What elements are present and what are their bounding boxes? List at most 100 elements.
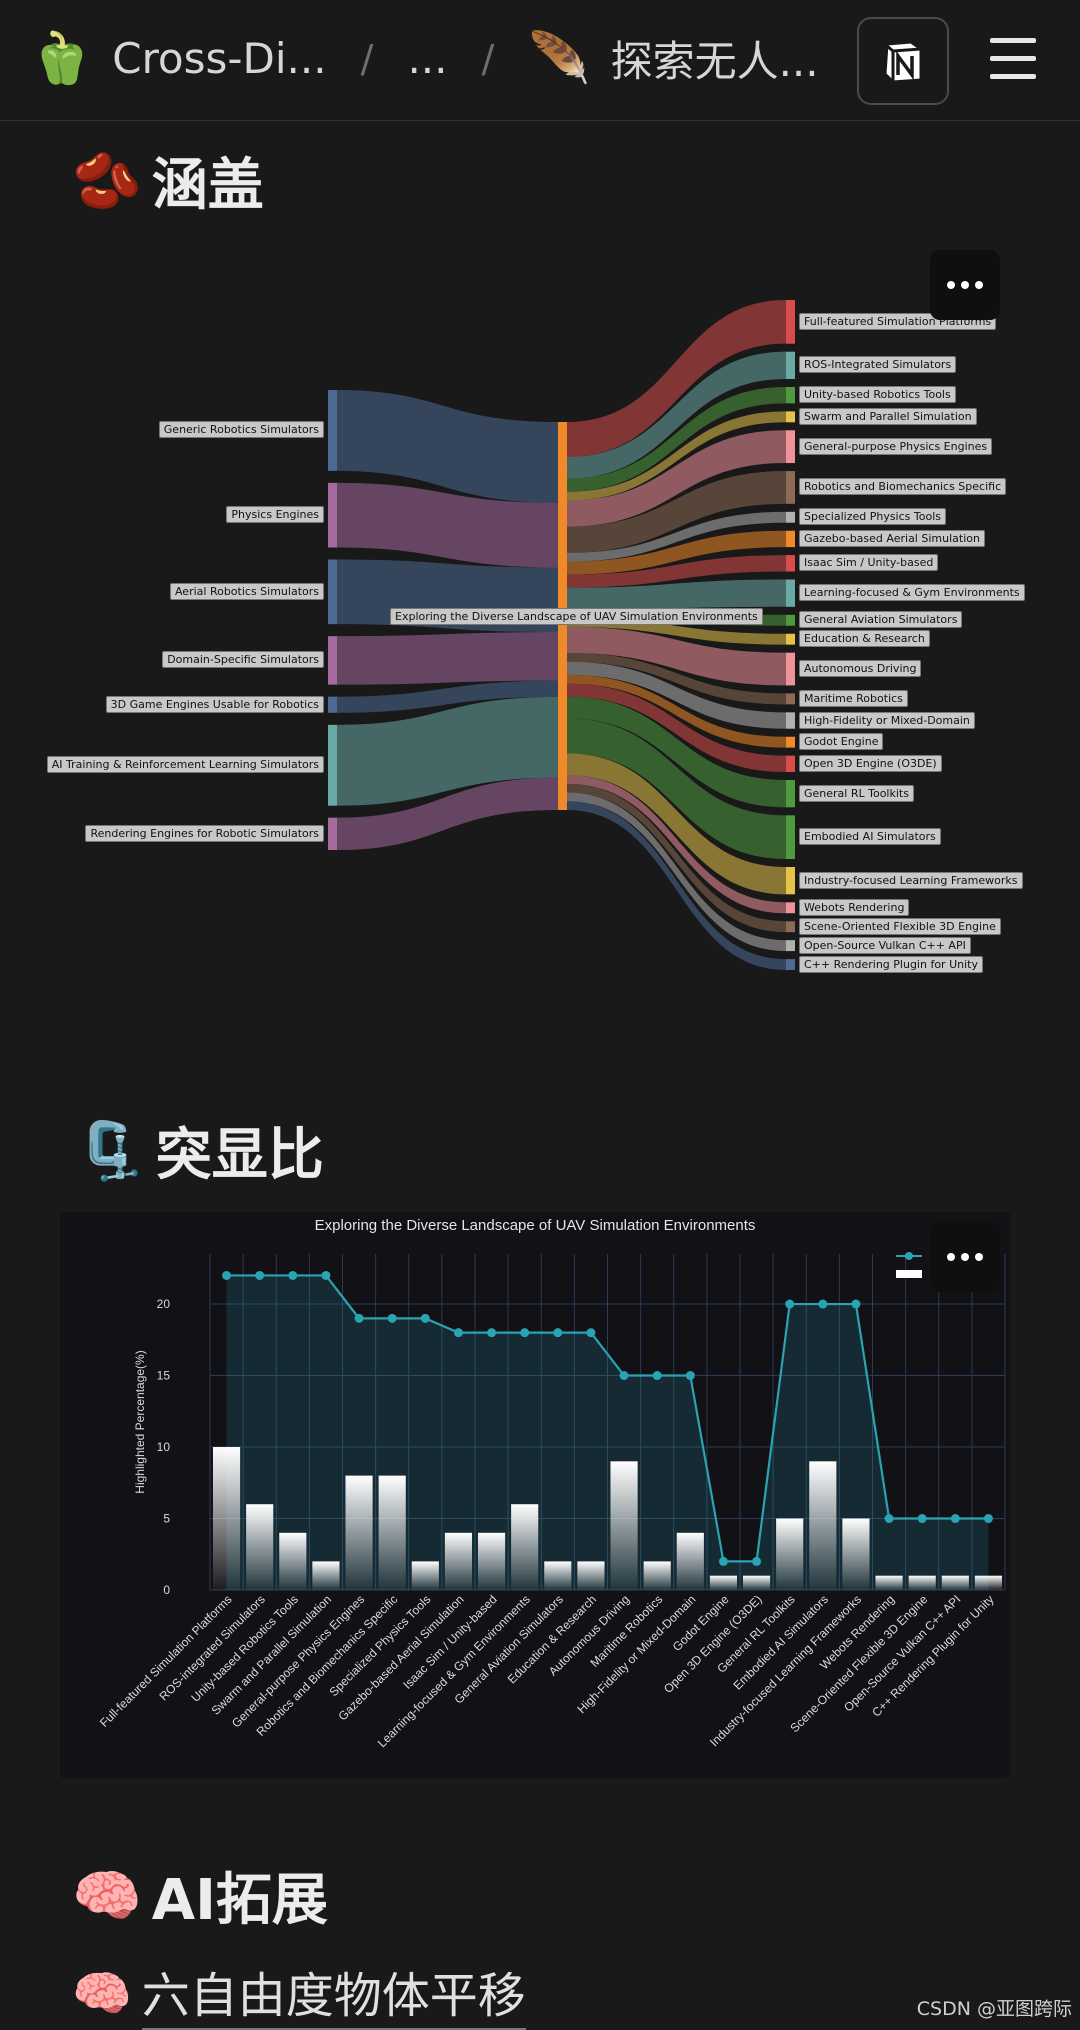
line-point[interactable] [520,1328,529,1337]
line-point[interactable] [984,1514,993,1523]
line-point[interactable] [421,1314,430,1323]
y-tick-label: 5 [163,1512,170,1526]
sankey-node-source[interactable] [328,483,337,548]
sankey-node-target[interactable] [786,712,795,728]
menu-button[interactable] [990,38,1036,80]
dot-icon [947,1253,955,1261]
sankey-node-target[interactable] [786,902,795,913]
sankey-node-target[interactable] [786,756,795,772]
sankey-node-target[interactable] [786,471,795,504]
sankey-source-label: Generic Robotics Simulators [159,421,324,438]
bar-subitems[interactable] [412,1561,439,1590]
breadcrumb-item-cross-disciplinary[interactable]: Cross-Di... [112,34,326,83]
bar-subitems[interactable] [743,1576,770,1590]
line-point[interactable] [553,1328,562,1337]
sankey-node-target[interactable] [786,411,795,422]
line-point[interactable] [454,1328,463,1337]
bar-subitems[interactable] [246,1504,273,1590]
sankey-node-target[interactable] [786,653,795,686]
y-tick-label: 20 [157,1297,171,1311]
sankey-node-target[interactable] [786,555,795,571]
sankey-node-target[interactable] [786,430,795,463]
line-point[interactable] [918,1514,927,1523]
line-point[interactable] [222,1271,231,1280]
sankey-target-label: Open-Source Vulkan C++ API [799,937,971,954]
hamburger-icon-bar [990,38,1036,43]
sankey-node-target[interactable] [786,737,795,748]
line-point[interactable] [355,1314,364,1323]
bar-subitems[interactable] [975,1576,1002,1590]
bar-subitems[interactable] [379,1476,406,1590]
line-point[interactable] [818,1300,827,1309]
line-point[interactable] [719,1557,728,1566]
sankey-node-target[interactable] [786,867,795,894]
sankey-node-target[interactable] [786,921,795,932]
line-point[interactable] [885,1514,894,1523]
sankey-node-target[interactable] [786,634,795,645]
bar-subitems[interactable] [644,1561,671,1590]
sankey-node-target[interactable] [786,580,795,607]
sankey-node-source[interactable] [328,390,337,471]
line-point[interactable] [487,1328,496,1337]
sankey-node-target[interactable] [786,512,795,523]
sankey-node-source[interactable] [328,818,337,850]
section-title: 突显比 [156,1110,324,1191]
breadcrumb-item-ellipsis[interactable]: ... [407,34,447,83]
line-point[interactable] [620,1371,629,1380]
sankey-node-target[interactable] [786,693,795,704]
line-point[interactable] [255,1271,264,1280]
bar-subitems[interactable] [842,1519,869,1590]
line-point[interactable] [752,1557,761,1566]
more-options-button[interactable] [930,250,1000,320]
sankey-node-source[interactable] [328,725,337,806]
sankey-target-label: Industry-focused Learning Frameworks [799,872,1023,889]
sankey-node-target[interactable] [786,940,795,951]
sankey-node-target[interactable] [786,959,795,970]
legend-swatch-subitems [896,1270,922,1278]
bar-subitems[interactable] [909,1576,936,1590]
sankey-node-source[interactable] [328,636,337,685]
bar-subitems[interactable] [942,1576,969,1590]
sankey-node-target[interactable] [786,815,795,859]
line-point[interactable] [785,1300,794,1309]
bar-subitems[interactable] [544,1561,571,1590]
bar-subitems[interactable] [710,1576,737,1590]
line-point[interactable] [586,1328,595,1337]
bar-subitems[interactable] [677,1533,704,1590]
bar-subitems[interactable] [312,1561,339,1590]
feather-icon: 🪶 [528,29,590,88]
bar-subitems[interactable] [445,1533,472,1590]
sankey-node-target[interactable] [786,352,795,379]
bar-subitems[interactable] [345,1476,372,1590]
line-point[interactable] [653,1371,662,1380]
line-point[interactable] [321,1271,330,1280]
page-link-title[interactable]: 六自由度物体平移 [142,1956,526,2030]
bar-subitems[interactable] [511,1504,538,1590]
bar-subitems[interactable] [478,1533,505,1590]
brain-icon: 🧠 [72,1965,132,2022]
bar-subitems[interactable] [809,1461,836,1590]
sankey-node-target[interactable] [786,387,795,403]
sankey-node-source[interactable] [328,560,337,625]
notion-button[interactable] [857,17,949,105]
sankey-node-source[interactable] [328,697,337,713]
more-options-button[interactable] [930,1222,1000,1292]
sankey-node-target[interactable] [786,615,795,626]
bar-subitems[interactable] [776,1519,803,1590]
line-point[interactable] [851,1300,860,1309]
sankey-node-target[interactable] [786,300,795,344]
dot-icon [961,1253,969,1261]
page-link-6dof[interactable]: 🧠 六自由度物体平移 [72,1956,526,2030]
sankey-node-target[interactable] [786,780,795,807]
bar-subitems[interactable] [279,1533,306,1590]
line-point[interactable] [288,1271,297,1280]
bar-subitems[interactable] [213,1447,240,1590]
line-point[interactable] [951,1514,960,1523]
breadcrumb-item-current-page[interactable]: 探索无人... [611,28,819,89]
bar-subitems[interactable] [610,1461,637,1590]
line-point[interactable] [388,1314,397,1323]
sankey-node-target[interactable] [786,531,795,547]
line-point[interactable] [686,1371,695,1380]
bar-subitems[interactable] [875,1576,902,1590]
bar-subitems[interactable] [577,1561,604,1590]
